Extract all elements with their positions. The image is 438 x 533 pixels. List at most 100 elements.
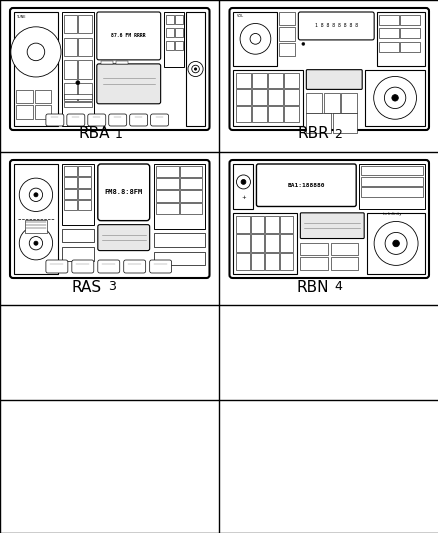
Circle shape [34, 193, 38, 197]
Bar [64, 60, 77, 78]
FancyBboxPatch shape [229, 160, 428, 278]
FancyBboxPatch shape [97, 64, 160, 104]
FancyBboxPatch shape [97, 12, 160, 60]
Circle shape [191, 65, 199, 73]
Bar [233, 12, 277, 66]
Bar [185, 12, 205, 126]
Bar [252, 106, 267, 122]
Text: +: + [240, 195, 245, 200]
Text: TUNE: TUNE [16, 15, 25, 19]
Bar [64, 38, 77, 56]
Bar [251, 253, 264, 270]
Bar [78, 177, 91, 188]
Bar [64, 15, 77, 34]
Bar [284, 72, 299, 88]
Bar [265, 216, 278, 233]
Bar [78, 83, 92, 101]
Bar [279, 234, 293, 252]
Bar [300, 257, 327, 270]
Bar [163, 12, 183, 67]
FancyBboxPatch shape [300, 213, 364, 239]
Bar [179, 178, 202, 189]
Bar [64, 200, 77, 210]
Bar [78, 60, 92, 78]
Bar [236, 106, 251, 122]
Text: RBA: RBA [78, 126, 110, 141]
Bar [236, 90, 251, 105]
Bar [236, 253, 249, 270]
Bar [153, 233, 205, 247]
Bar [155, 166, 178, 177]
Circle shape [240, 180, 245, 184]
Bar [399, 15, 420, 25]
Bar [236, 72, 251, 88]
Bar [62, 164, 94, 224]
Text: FM8.8:8FM: FM8.8:8FM [104, 189, 142, 195]
Bar [279, 27, 295, 41]
Bar [35, 105, 51, 119]
Circle shape [29, 237, 42, 250]
Bar [233, 70, 303, 126]
Bar [175, 41, 183, 50]
FancyBboxPatch shape [67, 114, 85, 126]
Circle shape [301, 43, 304, 45]
FancyBboxPatch shape [46, 114, 64, 126]
Bar [179, 203, 202, 214]
Bar [284, 90, 299, 105]
Circle shape [240, 23, 270, 54]
FancyBboxPatch shape [298, 12, 373, 40]
FancyBboxPatch shape [10, 160, 209, 278]
Bar [78, 200, 91, 210]
Circle shape [76, 80, 80, 85]
Circle shape [373, 221, 417, 265]
Bar [265, 253, 278, 270]
Circle shape [391, 95, 397, 101]
FancyBboxPatch shape [229, 8, 428, 130]
Bar [265, 234, 278, 252]
Bar [165, 28, 173, 37]
Bar [300, 243, 327, 255]
Circle shape [34, 241, 38, 245]
Bar [155, 190, 178, 201]
FancyBboxPatch shape [129, 114, 147, 126]
Circle shape [373, 76, 416, 119]
FancyBboxPatch shape [88, 114, 106, 126]
Circle shape [250, 34, 260, 44]
Circle shape [194, 68, 196, 70]
Bar [175, 15, 183, 24]
Text: 3: 3 [107, 280, 115, 294]
Bar [268, 72, 283, 88]
Bar [64, 166, 77, 176]
Bar [323, 93, 339, 113]
Bar [14, 12, 58, 126]
Bar [332, 113, 357, 133]
Bar [378, 15, 398, 25]
Bar [399, 28, 420, 38]
Bar [155, 203, 178, 214]
Bar [62, 12, 94, 126]
FancyBboxPatch shape [10, 8, 209, 130]
Text: RBR: RBR [297, 126, 328, 141]
Bar [78, 189, 91, 199]
Bar [252, 90, 267, 105]
Bar [64, 83, 77, 101]
Bar [366, 213, 424, 274]
Bar [279, 253, 293, 270]
Bar [78, 15, 92, 34]
Circle shape [19, 227, 53, 260]
Bar [330, 243, 358, 255]
FancyBboxPatch shape [98, 164, 149, 221]
Bar [116, 61, 127, 64]
FancyBboxPatch shape [109, 114, 127, 126]
Bar [175, 28, 183, 37]
Bar [62, 247, 94, 261]
Text: RBN: RBN [296, 279, 328, 295]
Bar [279, 216, 293, 233]
FancyBboxPatch shape [256, 164, 355, 206]
Bar [35, 90, 51, 103]
Bar [284, 106, 299, 122]
Bar [378, 28, 398, 38]
Text: VOL: VOL [236, 14, 243, 18]
Bar [233, 164, 253, 209]
Bar [340, 93, 357, 113]
